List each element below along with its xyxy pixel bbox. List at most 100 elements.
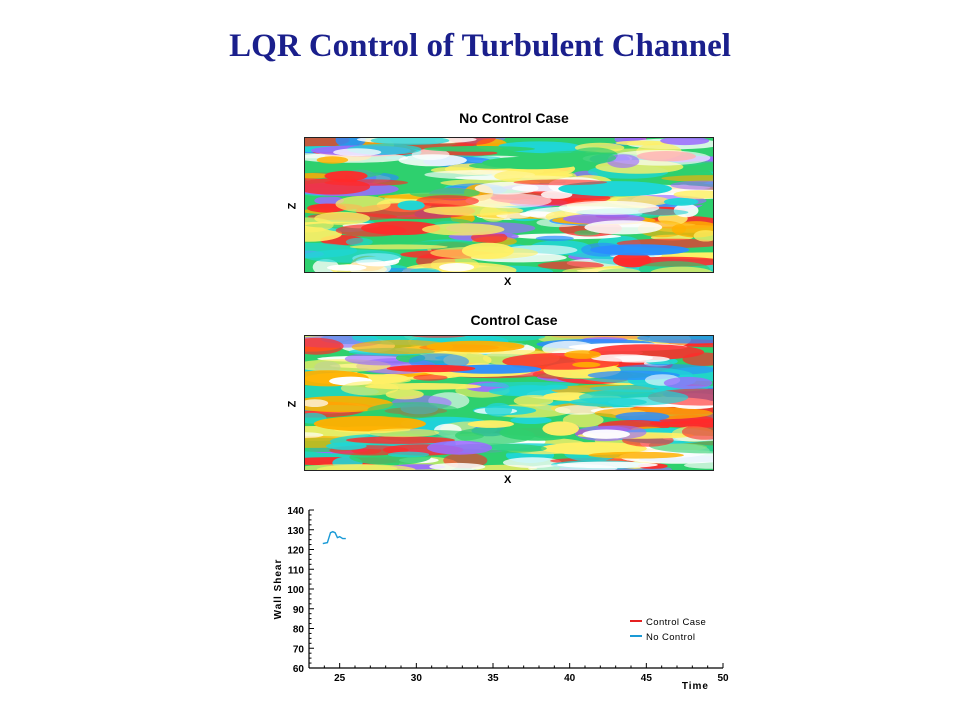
contour-streak	[693, 230, 714, 242]
contour-svg	[304, 137, 714, 273]
contour-streak	[572, 361, 601, 368]
contour-streak	[535, 235, 574, 242]
contour-streak	[426, 340, 525, 353]
contour-streak	[513, 179, 608, 186]
contour-streak	[663, 376, 713, 389]
contour-streak	[637, 335, 714, 344]
contour-streak	[386, 364, 476, 373]
contour-streak	[313, 416, 426, 432]
slide-title: LQR Control of Turbulent Channel	[229, 28, 731, 64]
contour-streak	[423, 146, 535, 152]
contour-streak	[558, 181, 672, 197]
contour-streak	[385, 389, 424, 400]
contour-streak	[422, 223, 505, 236]
y-tick-label: 100	[287, 585, 304, 596]
y-tick-label: 140	[287, 506, 304, 517]
contour-streak	[314, 211, 370, 225]
contour-streak	[367, 428, 440, 438]
x-tick-label: 25	[334, 673, 346, 684]
contour-streak	[304, 432, 324, 438]
contour-streak	[558, 200, 660, 215]
contour-streak	[673, 190, 714, 199]
contour-streak	[681, 424, 714, 440]
contour-streak	[650, 266, 713, 273]
contour-streak	[325, 442, 367, 450]
contour-streak	[670, 180, 714, 190]
contour-streak	[304, 173, 330, 179]
y-tick-label: 130	[287, 526, 304, 537]
panel1-x-label: X	[504, 276, 512, 288]
control-contour-field	[304, 335, 714, 471]
contour-streak	[564, 350, 601, 359]
contour-streak	[316, 156, 349, 164]
contour-frame	[304, 137, 714, 273]
contour-streak	[466, 335, 545, 342]
legend-label: Control Case	[646, 617, 706, 628]
contour-streak	[584, 220, 663, 235]
panel-title-no-control: No Control Case	[459, 110, 569, 126]
x-tick-label: 45	[641, 673, 653, 684]
no-control-contour-field	[304, 137, 714, 273]
contour-streak	[588, 451, 684, 459]
contour-streak	[578, 389, 689, 406]
contour-streak	[335, 224, 407, 237]
contour-streak	[411, 148, 450, 161]
y-tick-label: 120	[287, 546, 304, 557]
y-axis-label: Wall Shear	[273, 559, 284, 620]
contour-streak	[416, 195, 479, 207]
y-tick-label: 70	[293, 644, 305, 655]
contour-streak	[684, 461, 714, 469]
panel2-x-label: X	[504, 474, 512, 486]
contour-streak	[423, 205, 524, 216]
y-tick-label: 60	[293, 664, 305, 675]
contour-streak	[590, 354, 653, 362]
legend-label: No Control	[646, 632, 695, 643]
contour-streak	[427, 440, 493, 455]
contour-streak	[562, 267, 641, 273]
contour-streak	[324, 170, 368, 181]
contour-streak	[351, 339, 454, 355]
x-tick-label: 50	[717, 673, 729, 684]
y-tick-label: 80	[293, 625, 305, 636]
x-tick-label: 30	[411, 673, 423, 684]
contour-streak	[510, 416, 552, 424]
contour-streak	[482, 156, 583, 170]
contour-streak	[582, 429, 630, 439]
contour-streak	[370, 137, 450, 145]
contour-streak	[615, 411, 670, 422]
contour-streak	[413, 374, 448, 381]
x-tick-label: 35	[487, 673, 499, 684]
contour-streak	[367, 402, 459, 419]
contour-streak	[345, 237, 373, 246]
contour-streak	[540, 442, 647, 455]
contour-streak	[316, 464, 416, 471]
contour-streak	[556, 461, 658, 469]
contour-streak	[467, 420, 514, 428]
contour-streak	[513, 395, 554, 407]
contour-streak	[543, 384, 568, 390]
contour-streak	[365, 383, 482, 390]
contour-streak	[439, 263, 475, 272]
x-tick-label: 40	[564, 673, 576, 684]
contour-streak	[410, 267, 440, 273]
contour-streak	[304, 337, 344, 355]
contour-streak	[661, 175, 714, 182]
contour-streak	[333, 148, 382, 157]
contour-streak	[663, 197, 699, 206]
series-line-no-control	[322, 530, 346, 545]
contour-streak	[554, 405, 604, 415]
contour-streak	[346, 436, 455, 444]
contour-frame	[304, 335, 714, 471]
contour-streak	[409, 187, 480, 199]
contour-streak	[349, 244, 448, 250]
contour-streak	[397, 200, 425, 211]
contour-streak	[474, 181, 539, 195]
panel-title-control: Control Case	[470, 312, 558, 328]
contour-streak	[581, 242, 625, 257]
contour-streak	[484, 402, 513, 417]
contour-streak	[429, 462, 486, 471]
contour-svg	[304, 335, 714, 471]
contour-streak	[304, 399, 329, 407]
contour-streak	[660, 137, 710, 146]
